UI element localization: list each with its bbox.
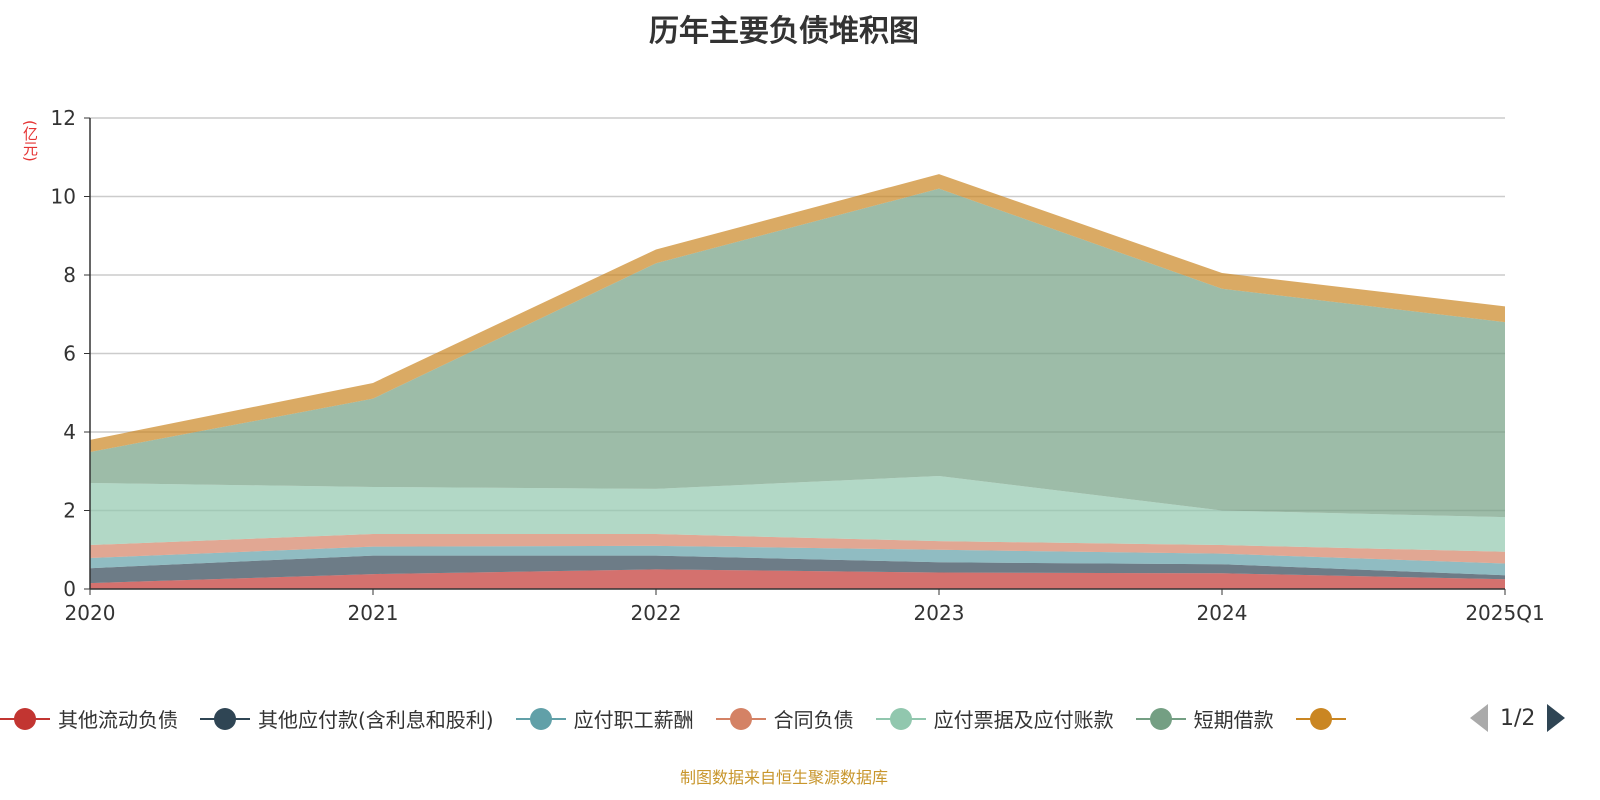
legend-next-page-icon[interactable] [1547, 704, 1566, 732]
legend-label: 合同负债 [773, 708, 854, 732]
legend-marker-icon [1135, 707, 1186, 731]
x-tick-label: 2024 [1197, 601, 1248, 625]
legend-item[interactable]: 短期借款 [1135, 704, 1274, 733]
legend-page-indicator: 1/2 [1500, 705, 1536, 731]
legend-item[interactable]: 应付职工薪酬 [515, 704, 694, 733]
legend-pager: 1/2 [1470, 704, 1566, 732]
y-tick-label: 12 [51, 106, 76, 130]
y-tick-label: 8 [63, 263, 76, 287]
legend-prev-page-icon[interactable] [1470, 704, 1488, 732]
data-source-note: 制图数据来自恒生聚源数据库 [679, 768, 888, 787]
legend-item[interactable]: 其他应付款(含利息和股利) [200, 704, 494, 733]
area-series-6 [90, 174, 1505, 453]
y-axis-unit: (亿元) [21, 120, 39, 162]
area-series-1 [90, 555, 1505, 584]
x-tick-label: 2021 [348, 601, 399, 625]
legend-label: 其他应付款(含利息和股利) [258, 708, 494, 732]
legend-marker-icon [515, 707, 566, 731]
y-tick-label: 2 [63, 499, 76, 523]
y-tick-label: 6 [63, 342, 76, 366]
area-series-0 [90, 569, 1505, 589]
area-series-3 [90, 534, 1505, 564]
stacked-area-chart: 0 2 4 6 8 10 12 2020 2021 2022 2023 2024 2025Q1 [51, 106, 1545, 625]
legend-marker-icon [1295, 707, 1346, 731]
y-tick-label: 4 [63, 420, 76, 444]
y-tick-label: 0 [63, 577, 76, 601]
area-series-4 [90, 475, 1505, 552]
x-tick-label: 2025Q1 [1465, 601, 1544, 625]
legend-item[interactable] [1295, 707, 1354, 731]
legend-marker-icon [200, 707, 250, 731]
area-series-5 [90, 188, 1505, 518]
legend-label: 其他流动负债 [58, 708, 178, 732]
y-tick-label: 10 [51, 185, 76, 209]
legend-marker-icon [0, 707, 50, 731]
legend-label: 短期借款 [1193, 708, 1274, 732]
legend-marker-icon [875, 707, 926, 731]
legend-label: 应付票据及应付账款 [933, 708, 1114, 732]
legend-item[interactable]: 其他流动负债 [0, 704, 178, 733]
legend-marker-icon [715, 707, 766, 731]
area-series-2 [90, 545, 1505, 576]
x-tick-label: 2020 [65, 601, 116, 625]
legend-item[interactable]: 合同负债 [715, 704, 854, 733]
x-tick-label: 2023 [914, 601, 965, 625]
x-tick-label: 2022 [631, 601, 682, 625]
legend: 其他流动负债 其他应付款(含利息和股利) 应付职工薪酬 合同负债 应付票据及应付账款 短期… [0, 704, 1376, 733]
legend-item[interactable]: 应付票据及应付账款 [875, 704, 1114, 733]
legend-label: 应付职工薪酬 [573, 708, 694, 732]
chart-title: 历年主要负债堆积图 [649, 14, 919, 49]
